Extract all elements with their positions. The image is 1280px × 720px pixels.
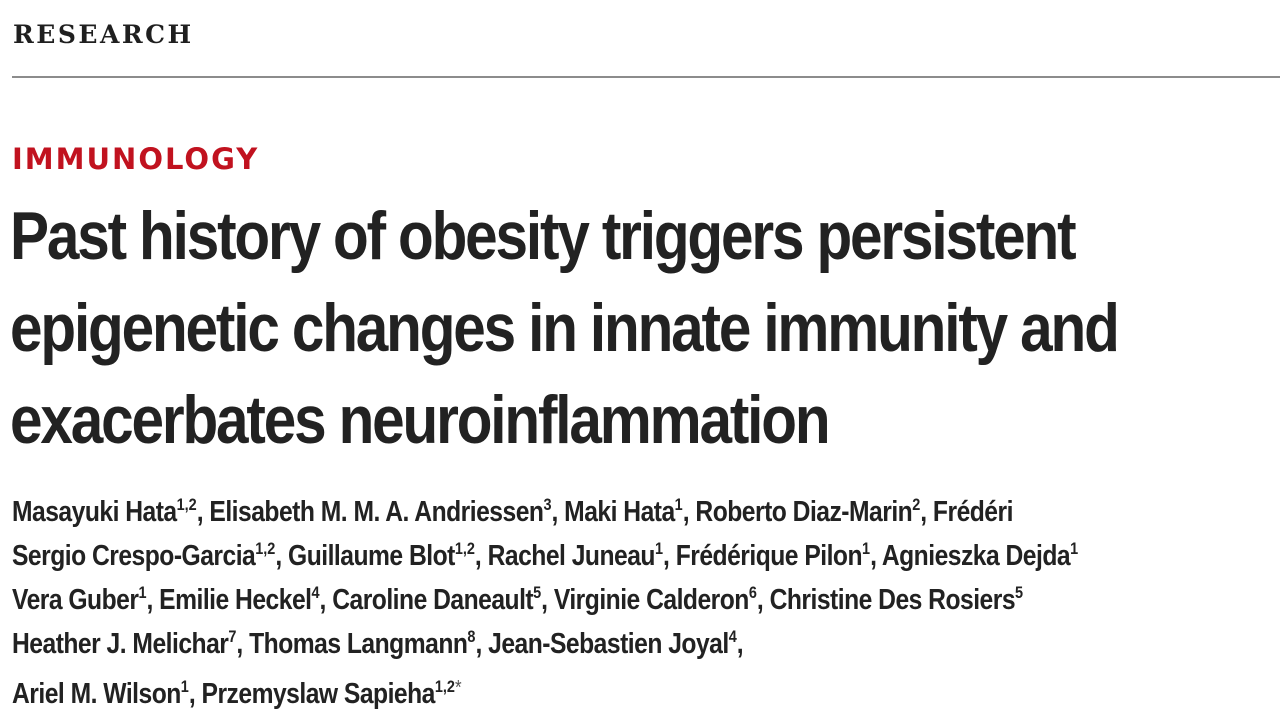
author-line: Ariel M. Wilson1, Przemyslaw Sapieha1,2* — [12, 666, 1202, 716]
author-name-text: Guillaume Blot — [288, 540, 455, 572]
author-separator: , — [682, 496, 696, 528]
author-name[interactable]: Roberto Diaz-Marin2 — [695, 496, 920, 528]
affiliation-superscript: 3 — [543, 495, 552, 514]
affiliation-superscript: 1 — [138, 583, 147, 602]
affiliation-superscript: 6 — [748, 583, 757, 602]
author-name-text: Christine Des Rosiers — [769, 584, 1016, 616]
author-separator: , — [146, 584, 160, 616]
author-name[interactable]: Agnieszka Dejda1 — [882, 540, 1078, 572]
author-name-text: Masayuki Hata — [12, 496, 177, 528]
author-name-text: Przemyslaw Sapieha — [201, 678, 436, 710]
author-separator: , — [474, 540, 488, 572]
author-name[interactable]: Frédéri — [932, 496, 1014, 528]
author-name[interactable]: Caroline Daneault5 — [332, 584, 541, 616]
author-line: Vera Guber1, Emilie Heckel4, Caroline Da… — [12, 578, 1202, 622]
author-name-text: Frédéri — [932, 496, 1014, 528]
affiliation-superscript: 1,2 — [454, 539, 475, 558]
author-name[interactable]: Emilie Heckel4 — [159, 584, 319, 616]
author-separator: , — [188, 678, 202, 710]
author-name-text: Maki Hata — [564, 496, 675, 528]
author-name-text: Sergio Crespo-Garcia — [12, 540, 256, 572]
affiliation-superscript: 8 — [467, 627, 476, 646]
author-separator: , — [196, 496, 210, 528]
header-rule — [12, 76, 1280, 78]
affiliation-superscript: 1,2 — [434, 677, 455, 696]
article-category: IMMUNOLOGY — [12, 142, 260, 176]
author-name[interactable]: Jean-Sebastien Joyal4 — [488, 628, 737, 660]
title-line: epigenetic changes in innate immunity an… — [10, 290, 1120, 366]
author-name-text: Jean-Sebastien Joyal — [488, 628, 729, 660]
author-name[interactable]: Sergio Crespo-Garcia1,2 — [12, 540, 275, 572]
author-name[interactable]: Maki Hata1 — [564, 496, 683, 528]
author-name[interactable]: Ariel M. Wilson1 — [12, 678, 189, 710]
author-name[interactable]: Guillaume Blot1,2 — [288, 540, 475, 572]
author-separator: , — [870, 540, 882, 572]
author-name[interactable]: Rachel Juneau1 — [488, 540, 663, 572]
affiliation-superscript: 1 — [180, 677, 189, 696]
author-separator: , — [275, 540, 289, 572]
author-line: Masayuki Hata1,2, Elisabeth M. M. A. And… — [12, 490, 1202, 534]
author-name-text: Caroline Daneault — [332, 584, 534, 616]
affiliation-superscript: 2 — [912, 495, 921, 514]
author-separator: , — [551, 496, 565, 528]
author-separator: , — [541, 584, 554, 616]
affiliation-superscript: 1 — [654, 539, 664, 558]
section-label: RESEARCH — [13, 20, 194, 49]
author-name[interactable]: Frédérique Pilon1 — [676, 540, 870, 572]
corresponding-author-mark: * — [454, 677, 462, 699]
author-name-text: Vera Guber — [12, 584, 139, 616]
affiliation-superscript: 4 — [728, 627, 737, 646]
author-separator: , — [756, 584, 770, 616]
author-separator: , — [236, 628, 250, 660]
author-separator: , — [475, 628, 489, 660]
title-line: exacerbates neuroinflammation — [10, 382, 831, 458]
author-separator: , — [920, 496, 933, 528]
author-name[interactable]: Vera Guber1 — [12, 584, 146, 616]
affiliation-superscript: 5 — [533, 583, 542, 602]
author-line: Heather J. Melichar7, Thomas Langmann8, … — [12, 622, 1202, 666]
author-name-text: Elisabeth M. M. A. Andriessen — [209, 496, 544, 528]
affiliation-superscript: 1,2 — [176, 495, 197, 514]
author-name[interactable]: Elisabeth M. M. A. Andriessen3 — [209, 496, 551, 528]
affiliation-superscript: 4 — [311, 583, 320, 602]
author-separator: , — [319, 584, 333, 616]
article-title: Past history of obesity triggers persist… — [10, 190, 1120, 466]
author-list: Masayuki Hata1,2, Elisabeth M. M. A. And… — [12, 490, 1202, 716]
author-separator: , — [736, 628, 744, 660]
author-name-text: Virginie Calderon — [553, 584, 749, 616]
author-line: Sergio Crespo-Garcia1,2, Guillaume Blot1… — [12, 534, 1202, 578]
author-name[interactable]: Heather J. Melichar7 — [12, 628, 236, 660]
affiliation-superscript: 1 — [674, 495, 683, 514]
author-separator: , — [663, 540, 676, 572]
affiliation-superscript: 5 — [1015, 583, 1024, 602]
author-name-text: Ariel M. Wilson — [12, 678, 181, 710]
author-name[interactable]: Przemyslaw Sapieha1,2* — [201, 677, 462, 710]
title-line: Past history of obesity triggers persist… — [10, 198, 1077, 274]
affiliation-superscript: 7 — [228, 627, 237, 646]
author-name-text: Emilie Heckel — [159, 584, 312, 616]
affiliation-superscript: 1,2 — [255, 539, 276, 558]
author-name-text: Roberto Diaz-Marin — [695, 496, 913, 528]
affiliation-superscript: 1 — [1070, 539, 1079, 558]
author-name-text: Thomas Langmann — [249, 628, 468, 660]
author-name[interactable]: Thomas Langmann8 — [249, 628, 475, 660]
author-name-text: Rachel Juneau — [487, 540, 656, 572]
author-name[interactable]: Christine Des Rosiers5 — [770, 584, 1024, 616]
author-name[interactable]: Masayuki Hata1,2 — [12, 496, 197, 528]
author-name-text: Heather J. Melichar — [12, 628, 229, 660]
affiliation-superscript: 1 — [862, 539, 871, 558]
author-name-text: Agnieszka Dejda — [881, 540, 1071, 572]
author-name-text: Frédérique Pilon — [675, 540, 863, 572]
author-name[interactable]: Virginie Calderon6 — [554, 584, 757, 616]
